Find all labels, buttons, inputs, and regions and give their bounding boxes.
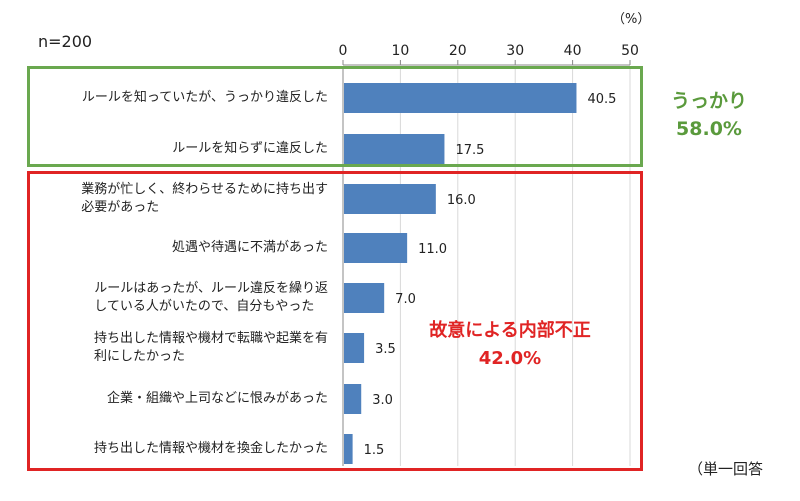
bar-5 <box>344 333 365 363</box>
value-label-1: 17.5 <box>455 143 484 158</box>
category-label-text-4: ルールはあったが、ルール違反を繰り返 している人がいたので、自分もやった <box>94 280 328 316</box>
group-label-intentional: 故意による内部不正 42.0% <box>410 318 610 374</box>
category-label-3: 処遇や待遇に不満があった <box>30 239 328 257</box>
category-label-text-3: 処遇や待遇に不満があった <box>172 239 328 257</box>
bar-7 <box>344 434 353 464</box>
group-label-careless: うっかり 58.0% <box>650 88 768 144</box>
category-label-line: 企業・組織や上司などに恨みがあった <box>106 391 328 406</box>
category-label-text-1: ルールを知らずに違反した <box>172 140 328 158</box>
bar-3 <box>344 233 408 263</box>
category-label-0: ルールを知っていたが、うっかり違反した <box>30 89 328 107</box>
value-label-3: 11.0 <box>418 242 447 257</box>
category-label-line: 持ち出した情報や機材で転職や起業を有 <box>93 331 328 346</box>
category-label-line: ルールはあったが、ルール違反を繰り返 <box>94 281 328 296</box>
group-total-intentional: 42.0% <box>478 348 542 369</box>
category-label-line: ルールを知っていたが、うっかり違反した <box>81 90 328 105</box>
x-tick-label-0: 0 <box>339 43 348 59</box>
category-label-text-5: 持ち出した情報や機材で転職や起業を有 利にしたかった <box>94 330 328 366</box>
category-label-7: 持ち出した情報や機材を換金したかった <box>30 440 328 458</box>
category-label-4: ルールはあったが、ルール違反を繰り返 している人がいたので、自分もやった <box>30 280 328 316</box>
category-label-text-7: 持ち出した情報や機材を換金したかった <box>94 440 328 458</box>
value-label-6: 3.0 <box>372 393 393 408</box>
category-label-text-6: 企業・組織や上司などに恨みがあった <box>107 390 328 408</box>
value-label-7: 1.5 <box>364 443 385 458</box>
bar-0 <box>344 83 577 113</box>
category-label-line: 必要があった <box>81 200 160 215</box>
answer-note: （単一回答 <box>688 460 764 478</box>
value-label-0: 40.5 <box>587 92 616 107</box>
category-label-line: 利にしたかった <box>93 349 185 364</box>
category-label-line: 持ち出した情報や機材を換金したかった <box>93 441 328 456</box>
category-label-text-2: 業務が忙しく、終わらせるために持ち出す 必要があった <box>81 181 328 217</box>
value-label-5: 3.5 <box>375 342 396 357</box>
group-total-careless: 58.0% <box>676 118 742 140</box>
sample-size-label: n=200 <box>38 32 93 51</box>
category-label-line: している人がいたので、自分もやった <box>94 299 315 314</box>
x-tick-label-5: 50 <box>621 43 639 59</box>
bar-2 <box>344 184 436 214</box>
x-tick-label-3: 30 <box>506 43 524 59</box>
category-label-line: 処遇や待遇に不満があった <box>171 240 328 255</box>
category-label-6: 企業・組織や上司などに恨みがあった <box>30 390 328 408</box>
bar-1 <box>344 134 445 164</box>
unit-label: （%） <box>612 12 651 27</box>
x-tick-label-1: 10 <box>391 43 409 59</box>
value-label-4: 7.0 <box>395 292 416 307</box>
category-label-line: 業務が忙しく、終わらせるために持ち出す <box>81 182 328 197</box>
value-label-2: 16.0 <box>447 193 476 208</box>
bar-6 <box>344 384 362 414</box>
group-name-intentional: 故意による内部不正 <box>429 320 591 341</box>
category-label-line: ルールを知らずに違反した <box>172 141 328 156</box>
x-tick-label-2: 20 <box>449 43 467 59</box>
category-label-5: 持ち出した情報や機材で転職や起業を有 利にしたかった <box>30 330 328 366</box>
category-label-text-0: ルールを知っていたが、うっかり違反した <box>82 89 328 107</box>
group-name-careless: うっかり <box>670 90 747 112</box>
category-label-2: 業務が忙しく、終わらせるために持ち出す 必要があった <box>30 181 328 217</box>
group-box-intentional <box>27 171 643 471</box>
bar-4 <box>344 283 385 313</box>
x-tick-label-4: 40 <box>564 43 582 59</box>
category-label-1: ルールを知らずに違反した <box>30 140 328 158</box>
group-box-careless <box>27 66 643 167</box>
